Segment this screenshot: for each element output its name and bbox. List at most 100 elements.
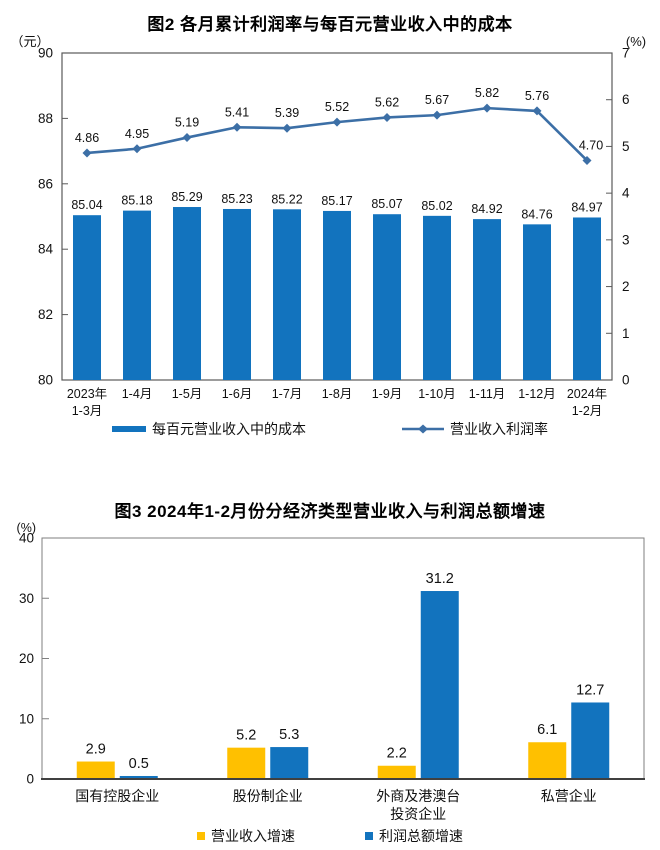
- figure-3-legend: 营业收入增速 利润总额增速: [0, 826, 660, 846]
- right-axis-tick-label: 1: [622, 326, 630, 341]
- x-axis-category-label: 1-8月: [322, 387, 353, 401]
- right-axis-tick-label: 5: [622, 139, 630, 154]
- line-value-label: 5.19: [175, 116, 199, 130]
- bar-value-label: 12.7: [576, 682, 604, 698]
- figure-3-title: 图3 2024年1-2月份分经济类型营业收入与利润总额增速: [114, 502, 546, 521]
- line-marker-diamond: [332, 117, 342, 127]
- right-axis-unit: (%): [626, 35, 646, 49]
- legend-label-profit-rate: 营业收入利润率: [450, 421, 548, 437]
- bar-value-label: 31.2: [426, 571, 454, 587]
- x-axis-category-label: 国有控股企业: [75, 788, 159, 804]
- y-axis-tick-label: 40: [19, 531, 34, 546]
- x-axis-category-label: 1-7月: [272, 387, 303, 401]
- legend-diamond: [418, 424, 428, 434]
- revenue-growth-bar: [528, 742, 567, 779]
- bar-value-label: 5.2: [236, 728, 256, 744]
- legend-item-profit-growth: 利润总额增速: [365, 826, 463, 846]
- cost-bar: [223, 208, 251, 380]
- right-axis-tick-label: 3: [622, 232, 630, 247]
- line-value-label: 5.39: [275, 106, 299, 120]
- figure-2-legend: 每百元营业收入中的成本 营业收入利润率: [0, 419, 660, 439]
- bar-value-label: 85.29: [171, 190, 202, 204]
- bar-value-label: 6.1: [537, 722, 557, 738]
- figure-3: 图3 2024年1-2月份分经济类型营业收入与利润总额增速 (%) 40 30 20 1…: [0, 497, 660, 846]
- x-axis-category-label: 1-2月: [572, 404, 603, 417]
- y-axis-tick-label: 30: [19, 591, 34, 606]
- cost-bar: [523, 224, 551, 380]
- bar-value-label: 2.9: [86, 742, 106, 758]
- revenue-growth-swatch-icon: [197, 832, 205, 840]
- figure-2: 图2 各月累计利润率与每百元营业收入中的成本 （元） (%) 90 88 86 84 82 8…: [0, 15, 660, 439]
- bar-value-label: 85.22: [271, 192, 302, 206]
- profit-growth-bar: [571, 702, 610, 779]
- x-axis-category-label: 1-6月: [222, 387, 253, 401]
- cost-bar: [123, 210, 151, 380]
- legend-label-profit-growth: 利润总额增速: [379, 828, 463, 844]
- cost-bar: [373, 214, 401, 380]
- revenue-growth-bar: [227, 747, 266, 779]
- profit-growth-swatch-icon: [365, 832, 373, 840]
- left-axis-tick-label: 82: [38, 307, 53, 322]
- bar-value-label: 84.92: [471, 202, 502, 216]
- bar-series-swatch-icon: [112, 426, 146, 432]
- left-axis-tick-label: 90: [38, 46, 53, 61]
- cost-bar: [423, 215, 451, 380]
- bar-value-label: 85.23: [221, 192, 252, 206]
- y-axis-tick-label: 20: [19, 651, 34, 666]
- right-axis-tick-label: 0: [622, 373, 630, 388]
- right-axis-tick-label: 6: [622, 92, 630, 107]
- y-axis-unit: (%): [17, 522, 36, 535]
- x-axis-category-label: 1-12月: [518, 387, 556, 401]
- revenue-growth-bar: [377, 765, 416, 779]
- figure-2-title: 图2 各月累计利润率与每百元营业收入中的成本: [147, 15, 513, 34]
- right-axis-tick-label: 7: [622, 46, 630, 61]
- y-axis-tick-label: 10: [19, 711, 34, 726]
- revenue-growth-bar: [76, 761, 115, 779]
- cost-bar: [73, 215, 101, 380]
- x-axis-category-label: 1-4月: [122, 387, 153, 401]
- line-value-label: 5.82: [475, 86, 499, 100]
- bar-value-label: 2.2: [387, 746, 407, 762]
- x-axis-category-label: 2024年: [567, 387, 607, 401]
- line-marker-diamond: [382, 112, 392, 122]
- right-axis-tick-label: 2: [622, 279, 630, 294]
- cost-bar: [573, 217, 601, 380]
- profit-growth-bar: [119, 775, 158, 779]
- line-marker-diamond: [232, 122, 242, 132]
- profit-growth-bar: [420, 591, 459, 779]
- legend-item-cost: 每百元营业收入中的成本: [112, 419, 306, 439]
- line-value-label: 4.70: [579, 138, 603, 152]
- line-marker-diamond: [182, 133, 192, 143]
- bar-value-label: 85.02: [421, 199, 452, 213]
- x-axis-category-label: 股份制企业: [233, 788, 303, 804]
- x-axis-category-label: 1-5月: [172, 387, 203, 401]
- legend-label-cost: 每百元营业收入中的成本: [152, 421, 306, 437]
- line-value-label: 5.76: [525, 89, 549, 103]
- plot-border: [41, 537, 645, 780]
- bar-value-label: 84.76: [521, 207, 552, 221]
- line-value-label: 5.67: [425, 93, 449, 107]
- line-marker-diamond: [582, 155, 592, 165]
- bar-value-label: 85.18: [121, 194, 152, 208]
- line-marker-diamond: [532, 106, 542, 116]
- y-axis-tick-label: 0: [26, 772, 34, 787]
- left-axis-unit: （元）: [10, 35, 49, 49]
- line-value-label: 5.62: [375, 95, 399, 109]
- line-marker-diamond: [282, 123, 292, 133]
- bar-value-label: 84.97: [571, 200, 602, 214]
- x-axis-category-label: 1-9月: [372, 387, 403, 401]
- legend-label-revenue-growth: 营业收入增速: [211, 828, 295, 844]
- line-series-swatch-icon: [402, 423, 444, 435]
- figure-3-plot: (%)40 30 20 10 0 2.9 0.5 国有控股企业 5.2 5.3 股份制企业 2.2 31…: [17, 522, 645, 822]
- line-value-label: 4.86: [75, 131, 99, 145]
- cost-bar: [323, 210, 351, 380]
- bar-value-label: 85.17: [321, 194, 352, 208]
- x-axis-category-label: 1-11月: [469, 387, 506, 401]
- line-marker-diamond: [82, 148, 92, 158]
- x-axis-category-label: 投资企业: [390, 806, 446, 822]
- line-value-label: 5.52: [325, 100, 349, 114]
- left-axis-tick-label: 88: [38, 111, 53, 126]
- legend-item-profit-rate: 营业收入利润率: [402, 419, 548, 439]
- bar-value-label: 0.5: [129, 756, 149, 772]
- x-axis-category-label: 2023年: [67, 387, 107, 401]
